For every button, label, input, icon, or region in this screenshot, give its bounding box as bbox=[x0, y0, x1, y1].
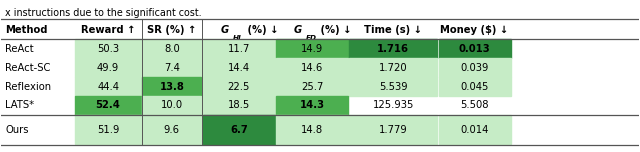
Text: Reward ↑: Reward ↑ bbox=[81, 25, 136, 35]
Bar bbox=[203, 39, 275, 58]
Bar bbox=[142, 77, 202, 96]
Text: 51.9: 51.9 bbox=[97, 125, 119, 135]
Text: 6.7: 6.7 bbox=[230, 125, 248, 135]
Text: 44.4: 44.4 bbox=[97, 81, 119, 92]
Bar bbox=[203, 115, 275, 144]
Bar bbox=[76, 39, 141, 58]
Text: G: G bbox=[294, 25, 302, 35]
Text: 14.4: 14.4 bbox=[228, 63, 250, 73]
Text: (%) ↓: (%) ↓ bbox=[244, 25, 278, 35]
Text: 0.014: 0.014 bbox=[460, 125, 489, 135]
Bar bbox=[276, 96, 348, 115]
Bar bbox=[438, 39, 511, 58]
Text: 1.720: 1.720 bbox=[379, 63, 408, 73]
Text: 14.6: 14.6 bbox=[301, 63, 323, 73]
Text: 125.935: 125.935 bbox=[372, 100, 414, 110]
Bar bbox=[76, 115, 141, 144]
Text: LATS*: LATS* bbox=[5, 100, 35, 110]
Bar bbox=[142, 58, 202, 77]
Bar bbox=[276, 77, 348, 96]
Text: 0.013: 0.013 bbox=[459, 44, 490, 54]
Bar bbox=[203, 77, 275, 96]
Text: SR (%) ↑: SR (%) ↑ bbox=[147, 25, 196, 35]
Text: Ours: Ours bbox=[5, 125, 29, 135]
Text: 5.539: 5.539 bbox=[379, 81, 408, 92]
Bar bbox=[142, 39, 202, 58]
Text: 14.3: 14.3 bbox=[300, 100, 324, 110]
Text: ED: ED bbox=[306, 35, 317, 41]
Text: 14.9: 14.9 bbox=[301, 44, 323, 54]
Bar bbox=[349, 39, 437, 58]
Text: ReAct-SC: ReAct-SC bbox=[5, 63, 51, 73]
Text: Reflexion: Reflexion bbox=[5, 81, 51, 92]
Bar bbox=[203, 58, 275, 77]
Text: G: G bbox=[221, 25, 229, 35]
Bar bbox=[438, 115, 511, 144]
Text: 1.716: 1.716 bbox=[378, 44, 410, 54]
Text: 9.6: 9.6 bbox=[164, 125, 180, 135]
Text: 49.9: 49.9 bbox=[97, 63, 119, 73]
Bar bbox=[276, 115, 348, 144]
Text: 25.7: 25.7 bbox=[301, 81, 323, 92]
Bar bbox=[438, 58, 511, 77]
Text: 14.8: 14.8 bbox=[301, 125, 323, 135]
Text: 18.5: 18.5 bbox=[228, 100, 250, 110]
Bar bbox=[438, 77, 511, 96]
Text: 0.045: 0.045 bbox=[460, 81, 489, 92]
Bar bbox=[203, 96, 275, 115]
Text: 13.8: 13.8 bbox=[159, 81, 184, 92]
Bar bbox=[76, 96, 141, 115]
Bar bbox=[276, 39, 348, 58]
Text: 7.4: 7.4 bbox=[164, 63, 180, 73]
Bar bbox=[76, 58, 141, 77]
Text: ReAct: ReAct bbox=[5, 44, 34, 54]
Text: Method: Method bbox=[5, 25, 48, 35]
Text: 8.0: 8.0 bbox=[164, 44, 180, 54]
Bar bbox=[349, 58, 437, 77]
Bar bbox=[76, 77, 141, 96]
Text: 1.779: 1.779 bbox=[379, 125, 408, 135]
Text: 22.5: 22.5 bbox=[228, 81, 250, 92]
Text: 0.039: 0.039 bbox=[460, 63, 489, 73]
Text: 52.4: 52.4 bbox=[96, 100, 120, 110]
Text: 11.7: 11.7 bbox=[228, 44, 250, 54]
Bar bbox=[142, 96, 202, 115]
Text: Time (s) ↓: Time (s) ↓ bbox=[364, 25, 422, 35]
Bar bbox=[142, 115, 202, 144]
Text: HI: HI bbox=[232, 35, 241, 41]
Bar bbox=[276, 58, 348, 77]
Text: 5.508: 5.508 bbox=[460, 100, 489, 110]
Bar bbox=[349, 77, 437, 96]
Bar bbox=[349, 115, 437, 144]
Text: x instructions due to the significant cost.: x instructions due to the significant co… bbox=[4, 8, 201, 18]
Text: (%) ↓: (%) ↓ bbox=[317, 25, 351, 35]
Text: 50.3: 50.3 bbox=[97, 44, 119, 54]
Text: 10.0: 10.0 bbox=[161, 100, 183, 110]
Text: Money ($) ↓: Money ($) ↓ bbox=[440, 25, 509, 35]
